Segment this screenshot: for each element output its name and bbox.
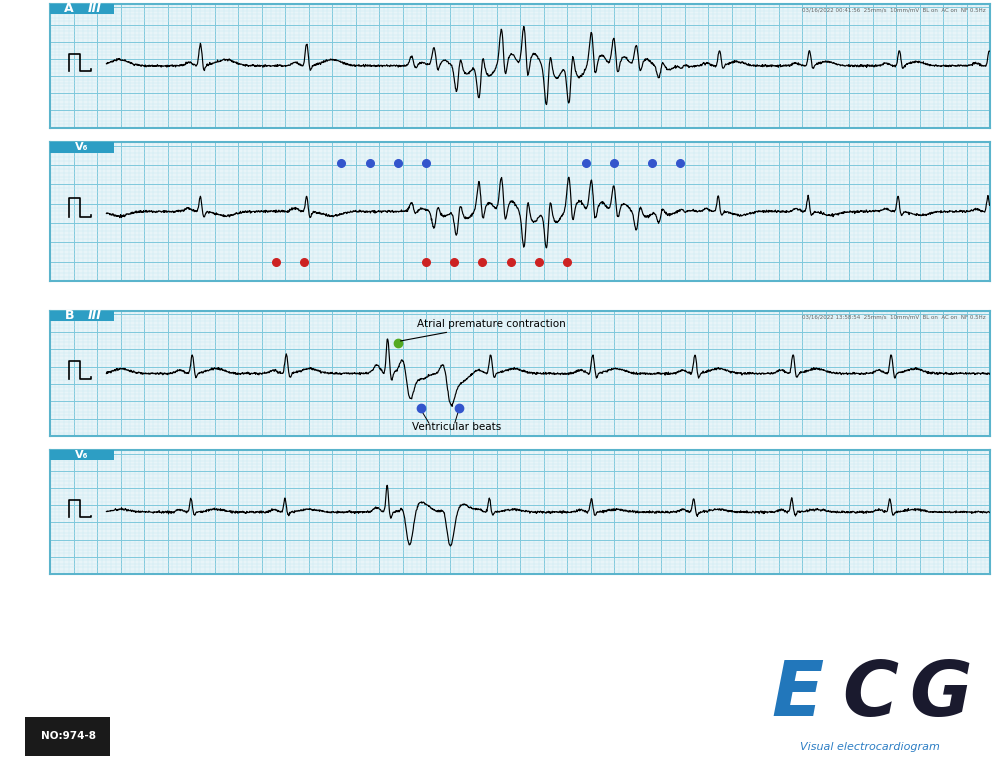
Text: Visual electrocardiogram: Visual electrocardiogram xyxy=(800,742,940,752)
Text: V₆: V₆ xyxy=(75,142,89,152)
Text: III: III xyxy=(88,2,102,15)
Text: A: A xyxy=(64,2,74,15)
Text: E: E xyxy=(771,658,823,732)
Text: G: G xyxy=(909,658,972,732)
Text: NO:974-8: NO:974-8 xyxy=(40,731,96,742)
Bar xyxy=(50,4,114,13)
Bar xyxy=(25,717,110,756)
Bar xyxy=(50,311,114,320)
Bar xyxy=(50,142,114,153)
Text: 03/16/2022 13:58:54  25mm/s  10mm/mV  BL on  AC on  NF 0.5Hz: 03/16/2022 13:58:54 25mm/s 10mm/mV BL on… xyxy=(802,315,985,319)
Text: V₆: V₆ xyxy=(75,450,89,460)
Text: Note: Prolonged QT Interval.: Note: Prolonged QT Interval. xyxy=(127,731,274,740)
Text: Torsade de pointes: Torsade de pointes xyxy=(25,666,378,702)
Text: B: B xyxy=(64,309,74,322)
Text: Atrial premature contraction: Atrial premature contraction xyxy=(401,319,565,341)
Text: C: C xyxy=(842,658,898,732)
Text: 03/16/2022 00:41:56  25mm/s  10mm/mV  BL on  AC on  NF 0.5Hz: 03/16/2022 00:41:56 25mm/s 10mm/mV BL on… xyxy=(802,8,985,13)
Text: Ventricular beats: Ventricular beats xyxy=(412,423,501,432)
Text: III: III xyxy=(88,309,102,322)
Text: Male, 75 years old, clinically diagnosed as acute anterior septal myocardial inf: Male, 75 years old, clinically diagnosed… xyxy=(127,702,518,711)
Bar xyxy=(50,450,114,460)
